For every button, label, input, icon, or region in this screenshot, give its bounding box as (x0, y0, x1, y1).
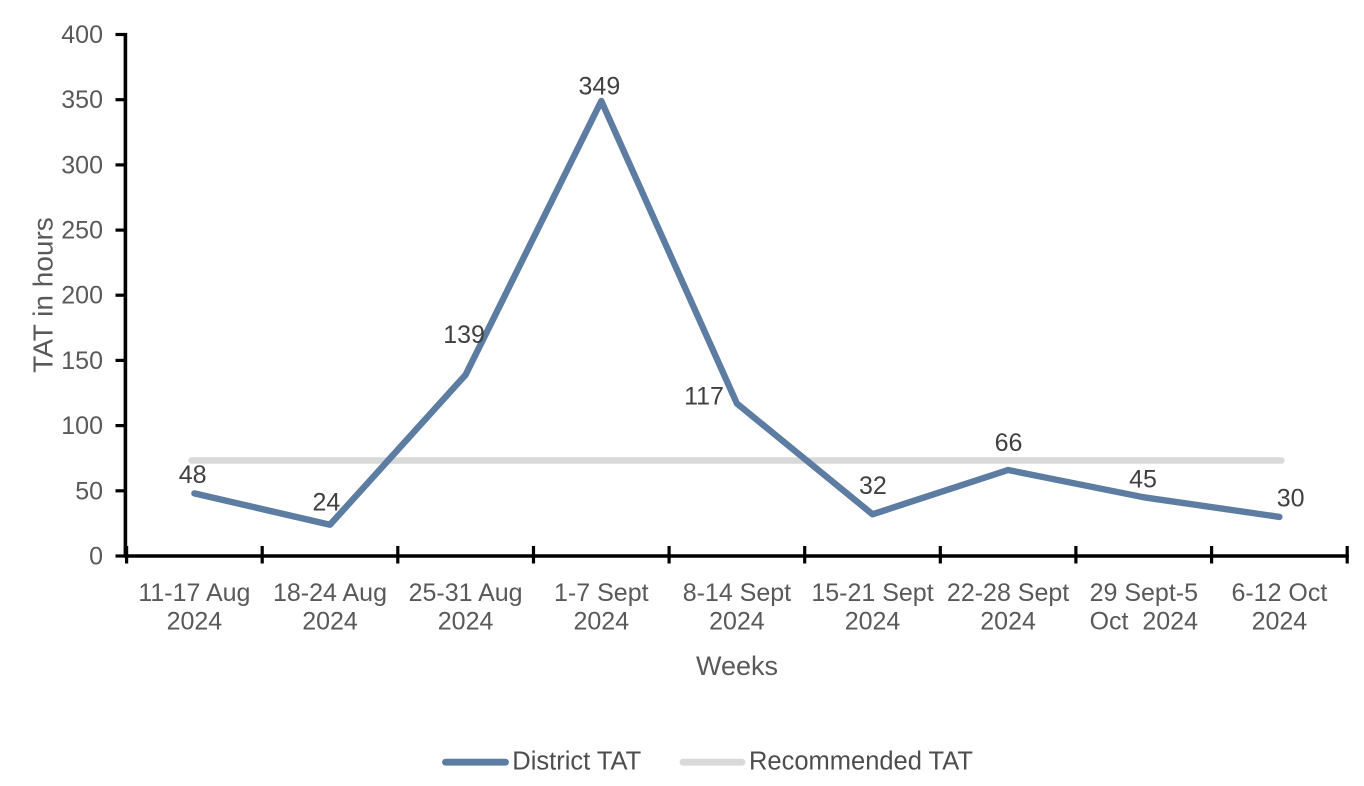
svg-text:300: 300 (61, 151, 103, 179)
svg-text:32: 32 (859, 472, 887, 500)
svg-text:139: 139 (443, 321, 485, 349)
svg-text:48: 48 (179, 461, 207, 489)
svg-text:Weeks: Weeks (696, 651, 778, 681)
svg-text:150: 150 (61, 347, 103, 375)
svg-text:250: 250 (61, 217, 103, 245)
svg-text:50: 50 (75, 477, 103, 505)
svg-text:100: 100 (61, 412, 103, 440)
svg-text:350: 350 (61, 86, 103, 114)
svg-text:24: 24 (312, 489, 340, 517)
svg-text:200: 200 (61, 282, 103, 310)
svg-text:Recommended TAT: Recommended TAT (749, 748, 973, 776)
svg-text:District TAT: District TAT (512, 748, 641, 776)
svg-text:0: 0 (89, 543, 103, 571)
svg-text:117: 117 (684, 383, 724, 411)
svg-text:66: 66 (995, 429, 1023, 457)
svg-text:30: 30 (1277, 485, 1305, 513)
svg-text:349: 349 (579, 72, 621, 100)
svg-text:400: 400 (61, 21, 103, 49)
svg-text:TAT in hours: TAT in hours (28, 217, 59, 373)
svg-text:45: 45 (1129, 466, 1157, 494)
